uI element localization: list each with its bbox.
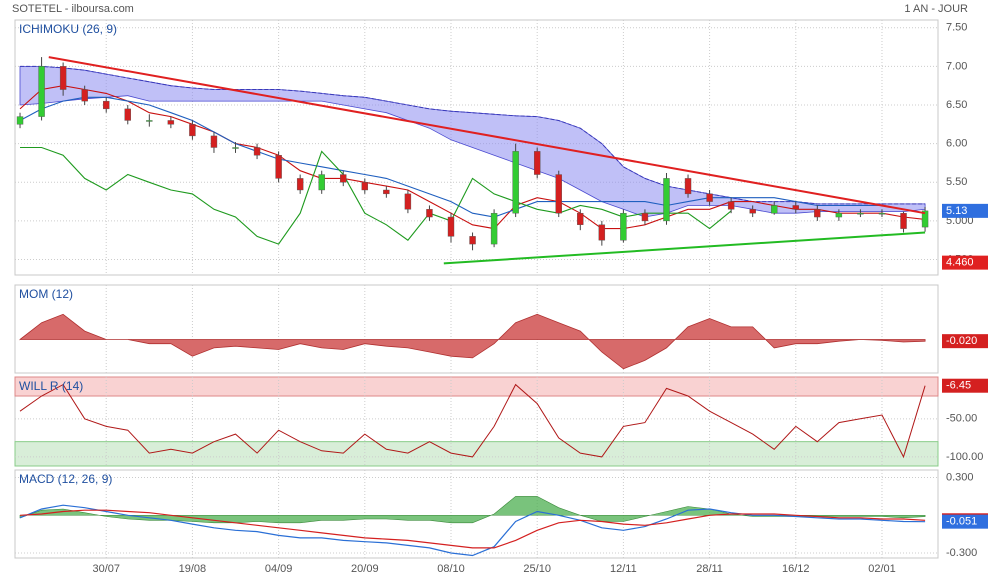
indicator-line <box>19 509 926 549</box>
panel-frame <box>14 284 939 374</box>
candle-body <box>857 212 864 215</box>
y-tick-label: 6.50 <box>946 99 967 111</box>
candle-body <box>706 193 713 202</box>
candle-body <box>189 124 196 137</box>
candle-body <box>663 178 670 222</box>
candle-body <box>81 89 88 102</box>
candle-body <box>490 212 498 245</box>
cloud-span-a <box>20 65 926 205</box>
candle-body <box>383 189 390 195</box>
candle-body <box>555 174 562 214</box>
x-tick-label: 02/01 <box>868 563 896 575</box>
panel-title: MOM (12) <box>19 287 73 301</box>
candle-body <box>103 100 110 110</box>
candle-body <box>361 182 369 191</box>
y-tick-label: 0.300 <box>946 471 974 483</box>
x-tick-label: 28/11 <box>696 563 723 575</box>
y-tick-label: 7.50 <box>946 22 967 34</box>
y-tick-label: 6.00 <box>946 138 967 150</box>
y-tick-label: -0.300 <box>946 547 977 559</box>
candle-body <box>533 151 541 175</box>
value-label-box <box>942 255 988 270</box>
panel-frame <box>14 19 939 276</box>
candle-body <box>38 66 45 117</box>
value-label: -0.051 <box>946 516 977 528</box>
candle-body <box>447 216 455 237</box>
candle-body <box>318 174 325 191</box>
panel-title: ICHIMOKU (26, 9) <box>19 22 117 36</box>
value-label: -0.020 <box>946 335 977 347</box>
candle-body <box>124 108 131 121</box>
candle-body <box>792 205 799 210</box>
y-tick-label: -100.00 <box>946 451 983 463</box>
panel-frame <box>14 469 939 559</box>
candle-body <box>684 178 692 195</box>
value-label: 5.13 <box>946 205 967 217</box>
trend-line <box>443 231 926 265</box>
x-tick-label: 25/10 <box>523 563 551 575</box>
candle-body <box>404 193 412 210</box>
candle-body <box>210 135 218 148</box>
y-tick-label: -50.00 <box>946 413 977 425</box>
candle-body <box>878 212 886 215</box>
x-tick-label: 30/07 <box>92 563 120 575</box>
candle-body <box>814 209 821 218</box>
candle-body <box>727 201 735 210</box>
candle-body <box>921 210 929 228</box>
value-label-box <box>942 514 988 529</box>
candle-body <box>253 147 261 156</box>
y-tick-label: 5.50 <box>946 176 967 188</box>
panel-title: MACD (12, 26, 9) <box>19 472 112 486</box>
candle-body <box>641 212 649 222</box>
indicator-line <box>19 383 926 459</box>
value-label-box <box>942 203 988 218</box>
indicator-line <box>19 96 926 218</box>
candle-body <box>59 66 67 90</box>
candle-body <box>296 178 304 191</box>
indicator-line <box>19 504 926 557</box>
momentum-area <box>19 313 926 370</box>
trend-line <box>48 56 926 215</box>
x-tick-label: 20/09 <box>351 563 379 575</box>
value-label-box <box>942 378 988 393</box>
candle-body <box>598 224 606 241</box>
candle-body <box>16 116 24 125</box>
x-tick-label: 08/10 <box>437 563 465 575</box>
x-tick-label: 04/09 <box>265 563 293 575</box>
period: 1 AN - JOUR <box>904 3 968 15</box>
candle-body <box>146 120 153 122</box>
candle-body <box>771 205 778 214</box>
candle-body <box>232 147 239 149</box>
candle-body <box>835 212 843 218</box>
y-tick-label: 7.00 <box>946 60 967 72</box>
value-label: 4.460 <box>946 257 974 269</box>
candle-body <box>340 174 347 183</box>
value-label-box <box>942 334 988 349</box>
candle-body <box>620 212 627 241</box>
value-label: -6.45 <box>946 380 971 392</box>
candle-body <box>275 155 282 179</box>
panel-title: WILL R (14) <box>19 379 83 393</box>
candle-body <box>512 151 519 214</box>
candle-body <box>749 209 756 214</box>
overbought-zone <box>14 376 939 397</box>
x-tick-label: 12/11 <box>610 563 637 575</box>
candle-body <box>426 209 433 218</box>
indicator-line <box>20 146 732 245</box>
candle-body <box>167 120 175 125</box>
x-tick-label: 16/12 <box>782 563 810 575</box>
candle-body <box>577 212 584 225</box>
candle-body <box>900 212 907 229</box>
candle-body <box>469 236 476 245</box>
x-tick-label: 19/08 <box>179 563 207 575</box>
site-title: SOTETEL - ilboursa.com <box>12 3 134 15</box>
oversold-zone <box>14 441 939 467</box>
